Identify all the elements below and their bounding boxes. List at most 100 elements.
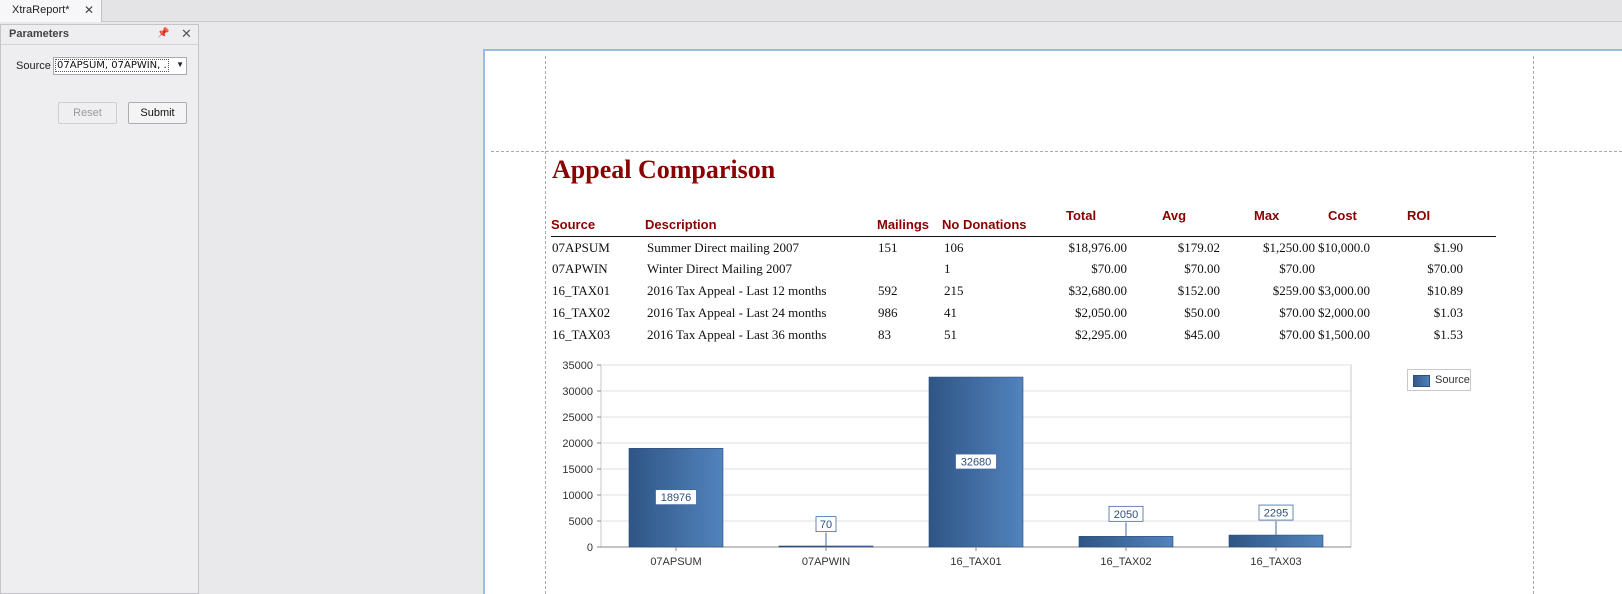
data-label-box xyxy=(655,489,697,506)
tab-label: XtraReport* xyxy=(12,4,70,16)
column-header-total: Total xyxy=(1066,208,1097,223)
source-dropdown[interactable]: 07APSUM, 07APWIN, … ▼ xyxy=(53,57,187,75)
report-page: Appeal Comparison Source Description Mai… xyxy=(483,49,1622,594)
table-cell: $1,500.00 xyxy=(1318,327,1370,342)
table-cell: $45.00 xyxy=(1184,327,1220,342)
table-cell: 16_TAX03 xyxy=(552,327,611,342)
y-tick-label: 10000 xyxy=(562,490,593,502)
submit-button[interactable]: Submit xyxy=(128,102,187,124)
data-label: 2295 xyxy=(1264,508,1288,520)
data-label-box xyxy=(1258,504,1294,521)
data-label: 18976 xyxy=(661,492,692,504)
table-cell: 2016 Tax Appeal - Last 12 months xyxy=(647,283,827,298)
y-tick-label: 0 xyxy=(587,542,593,554)
parameters-panel: Parameters 📌 ✕ Source 07APSUM, 07APWIN, … xyxy=(0,24,199,594)
y-tick-label: 30000 xyxy=(562,386,593,398)
table-cell: $10.89 xyxy=(1427,283,1463,298)
bar-chart: 0 5000 10000 15000 20000 25000 30000 35000 07APS… xyxy=(562,360,1352,568)
column-header-roi: ROI xyxy=(1407,208,1431,223)
table-cell: $1.03 xyxy=(1433,305,1463,320)
table-cell: $70.00 xyxy=(1184,261,1220,276)
table-cell: $2,295.00 xyxy=(1075,327,1127,342)
y-tick-label: 15000 xyxy=(562,464,593,476)
document-tab-strip: XtraReport* ✕ xyxy=(0,0,1622,22)
report-title: Appeal Comparison xyxy=(552,155,776,184)
table-cell: 151 xyxy=(878,240,898,255)
x-tick-label: 16_TAX01 xyxy=(950,556,1001,568)
y-tick-label: 5000 xyxy=(569,516,593,528)
x-tick-label: 07APSUM xyxy=(650,556,701,568)
table-cell: 592 xyxy=(878,283,898,298)
table-cell: 2016 Tax Appeal - Last 24 months xyxy=(647,305,827,320)
column-header-no-donations: No Donations xyxy=(942,217,1027,232)
source-label: Source xyxy=(16,60,51,72)
margin-guide-left xyxy=(545,56,546,594)
table-cell: 41 xyxy=(944,305,957,320)
chevron-down-icon[interactable]: ▼ xyxy=(176,60,184,69)
table-cell: Winter Direct Mailing 2007 xyxy=(647,261,792,276)
table-cell: 51 xyxy=(944,327,957,342)
y-tick-label: 25000 xyxy=(562,412,593,424)
table-cell: $152.00 xyxy=(1177,283,1220,298)
close-icon[interactable]: ✕ xyxy=(181,26,192,41)
column-header-cost: Cost xyxy=(1328,208,1357,223)
table-cell: $32,680.00 xyxy=(1068,283,1128,298)
close-icon[interactable]: ✕ xyxy=(84,3,95,17)
legend-label: Source xyxy=(1435,374,1470,386)
table-cell: $259.00 xyxy=(1272,283,1315,298)
table-cell: 07APWIN xyxy=(552,261,608,276)
table-cell: $70.00 xyxy=(1279,261,1315,276)
table-cell: 2016 Tax Appeal - Last 36 months xyxy=(647,327,827,342)
table-cell: $18,976.00 xyxy=(1068,240,1128,255)
table-cell: 16_TAX02 xyxy=(552,305,611,320)
data-label: 32680 xyxy=(961,457,992,469)
source-value[interactable]: 07APSUM, 07APWIN, … xyxy=(55,59,169,72)
table-cell: $1,250.00 xyxy=(1263,240,1315,255)
column-header-avg: Avg xyxy=(1162,208,1187,223)
table-cell: $2,050.00 xyxy=(1075,305,1127,320)
y-tick-label: 20000 xyxy=(562,438,593,450)
panel-header: Parameters 📌 ✕ xyxy=(1,25,198,45)
table-cell: $70.00 xyxy=(1279,305,1315,320)
data-label: 2050 xyxy=(1114,509,1138,521)
table-cell: $10,000.0 xyxy=(1318,240,1370,255)
data-label: 70 xyxy=(820,519,832,531)
table-cell: $1.90 xyxy=(1433,240,1463,255)
table-cell: 215 xyxy=(944,283,964,298)
panel-title: Parameters xyxy=(9,28,69,40)
table-cell: $70.00 xyxy=(1279,327,1315,342)
reset-button[interactable]: Reset xyxy=(58,102,117,124)
table-cell: $2,000.00 xyxy=(1318,305,1370,320)
margin-guide-right xyxy=(1533,56,1534,594)
y-tick-label: 35000 xyxy=(562,360,593,372)
x-tick-label: 16_TAX03 xyxy=(1250,556,1301,568)
table-cell: $70.00 xyxy=(1091,261,1127,276)
band-guide xyxy=(491,151,1622,152)
x-tick-label: 16_TAX02 xyxy=(1100,556,1151,568)
table-cell: $50.00 xyxy=(1184,305,1220,320)
table-cell: 986 xyxy=(878,305,898,320)
table-cell: $1.53 xyxy=(1433,327,1463,342)
data-label-box xyxy=(815,516,837,533)
table-cell: 1 xyxy=(944,261,951,276)
table-cell: $179.02 xyxy=(1177,240,1220,255)
column-header-source: Source xyxy=(551,217,596,232)
data-label-box xyxy=(1108,505,1144,522)
column-header-max: Max xyxy=(1254,208,1280,223)
tab-xtrareport[interactable]: XtraReport* ✕ xyxy=(0,0,102,22)
table-cell: 07APSUM xyxy=(552,240,610,255)
header-divider xyxy=(551,236,1496,237)
table-cell: $70.00 xyxy=(1427,261,1463,276)
table-cell: 16_TAX01 xyxy=(552,283,611,298)
bar xyxy=(1078,536,1174,548)
table-cell: $3,000.00 xyxy=(1318,283,1370,298)
bar xyxy=(1228,534,1324,548)
pin-icon[interactable]: 📌 xyxy=(157,28,170,39)
column-header-description: Description xyxy=(645,217,717,232)
table-cell: Summer Direct mailing 2007 xyxy=(647,240,800,255)
table-cell: 83 xyxy=(878,327,891,342)
x-tick-label: 07APWIN xyxy=(802,556,850,568)
data-label-box xyxy=(955,453,997,470)
chart-legend: Source xyxy=(1407,369,1471,391)
table-cell: 106 xyxy=(944,240,964,255)
